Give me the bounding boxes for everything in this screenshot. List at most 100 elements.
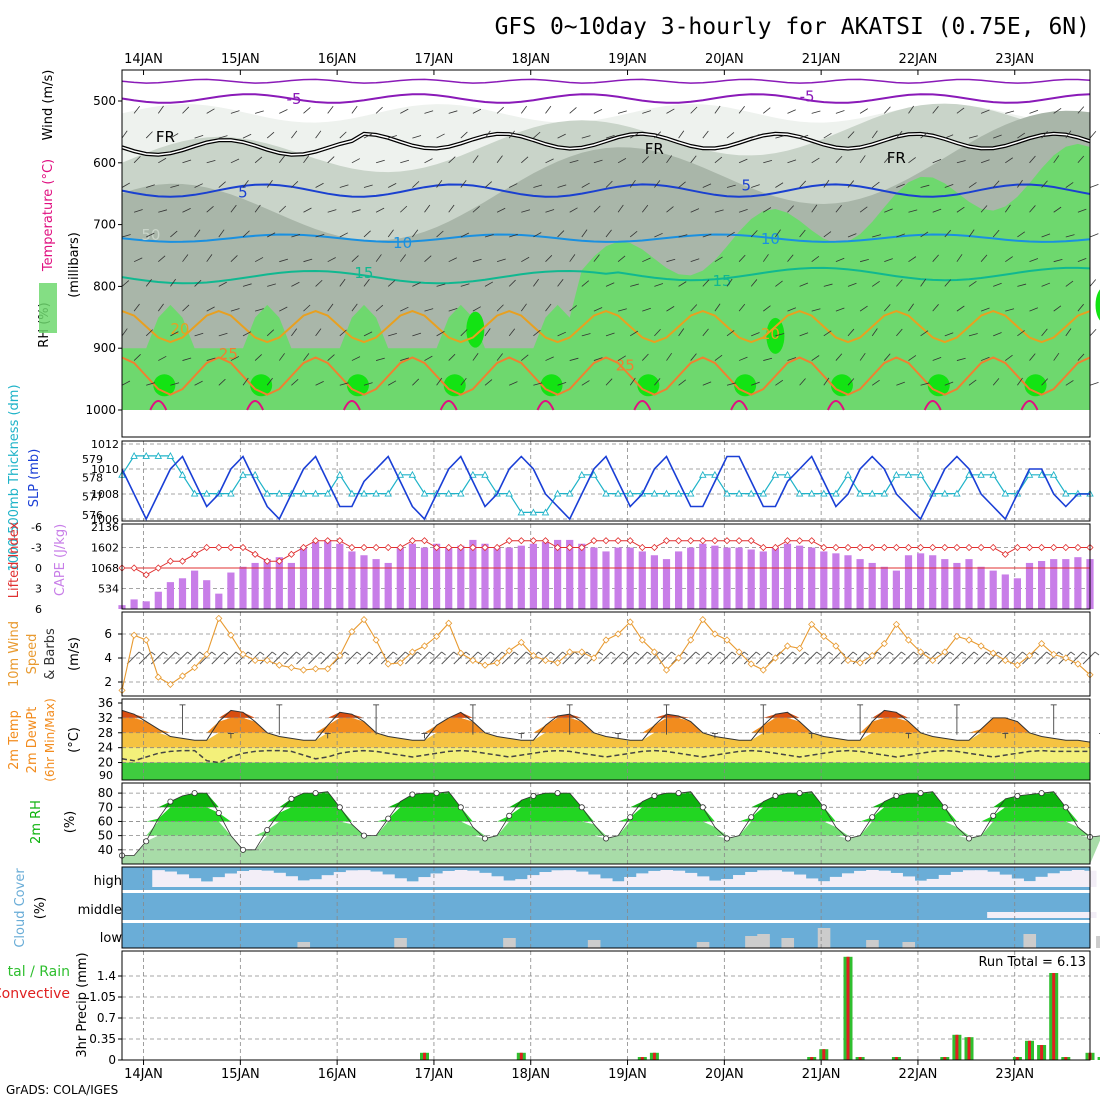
upper-wind-barb [993,332,1002,337]
lifted-index-marker [989,543,997,552]
thickness-marker [614,489,622,497]
thickness-marker [965,470,973,478]
cloud-high-bar [624,876,637,887]
thickness-marker [202,489,211,497]
upper-wind-barb [278,353,285,361]
thickness-marker [856,489,864,497]
wind-barb [562,651,576,665]
rh-core-blob [540,374,563,397]
wind-speed-marker [312,665,320,673]
cape-bar [227,572,235,609]
upper-wind-barb [412,378,420,386]
upper-wind-barb [133,303,140,312]
wind-speed-marker [590,654,598,662]
upper-wind-barb [968,182,977,188]
wind-barb-flag [622,651,628,656]
temp-contour-30 [149,400,168,411]
cape-bar [554,539,562,609]
upper-wind-barb [400,108,409,114]
upper-wind-barb [218,281,227,287]
upper-wind-barb [629,179,636,188]
upper-wind-barb [170,184,180,188]
wind-speed-marker [662,666,671,674]
wind-barb-flag [1046,651,1051,656]
upper-wind-barb [883,353,891,361]
wind-speed-marker [360,616,368,624]
cape-bar [203,580,211,609]
upper-wind-barb [1004,204,1011,213]
upper-wind-barb [738,303,746,312]
upper-wind-barb [678,281,687,287]
wind-speed-marker [747,660,755,668]
cape-bar [989,570,997,609]
cloud-high-bar [769,870,782,887]
upper-wind-barb [460,283,470,287]
bottom-date-label: 14JAN [124,1067,163,1082]
lifted-index-marker [711,537,719,545]
contour-label: FR [887,149,906,167]
upper-wind-barb [738,158,748,164]
upper-wind-barb [206,254,213,262]
rh-marker [312,790,319,797]
thickness-marker [989,470,997,478]
upper-wind-barb [557,382,567,386]
upper-wind-barb [666,206,674,213]
cloud-high-bar [152,870,165,887]
lifted-index-marker [832,543,840,552]
upper-wind-barb [1029,109,1039,114]
cloud-high-bar [745,871,758,887]
upper-wind-barb [533,382,543,386]
precip-convective-bar [1064,1057,1068,1060]
thickness-marker [832,489,840,497]
thickness-marker [396,470,405,478]
temp-contour-30 [730,400,749,411]
upper-wind-barb [859,258,869,263]
wind-barb-flag [429,651,434,656]
upper-wind-barb [266,329,275,337]
cloud-high-bar [466,870,480,887]
lifted-index-marker [687,537,695,545]
wind-axis-label-b: Speed [25,634,40,675]
upper-wind-barb [339,382,349,386]
upper-wind-barb [194,279,202,287]
panel-frame [121,69,1091,438]
lifted-index-marker [783,537,792,545]
cape-bar [275,557,283,609]
wind-barb [876,651,890,665]
upper-wind-barb [230,255,238,262]
rh-marker [627,814,634,821]
wind-barb-flag [150,651,156,656]
wind-barb-flag [997,651,1003,656]
precip-convective-bar [810,1057,814,1060]
upper-wind-barb [315,182,324,188]
upper-wind-barb [702,183,712,188]
contour-label: 5 [742,177,752,195]
rh-core-blob [1095,289,1100,321]
upper-wind-barb [1077,303,1084,312]
upper-wind-barb [557,331,566,337]
wind-speed-marker [832,642,840,650]
upper-wind-barb [666,306,675,312]
upper-wind-barb [823,283,833,287]
temp-band-20 [122,762,1090,770]
upper-wind-barb [484,328,491,337]
upper-wind-barb [278,155,286,164]
wind-speed-marker [880,640,888,648]
lifted-index-marker [433,543,441,552]
contour-label: 25 [219,345,238,363]
thickness-tick-label: 578 [82,472,103,485]
upper-wind-barb [678,328,685,337]
cloud-high-bar [503,880,516,887]
cloud-high-bar [999,874,1012,887]
upper-wind-barb [642,257,651,263]
slp-tick-label: 1006 [91,513,119,526]
wind-barb [405,651,418,665]
lifted-index-marker [965,543,973,552]
upper-wind-barb [424,110,434,114]
upper-wind-barb [1065,182,1074,188]
upper-wind-barb [738,356,748,361]
upper-wind-barb [666,155,673,164]
upper-wind-barb [968,280,977,287]
upper-wind-barb [145,278,152,287]
